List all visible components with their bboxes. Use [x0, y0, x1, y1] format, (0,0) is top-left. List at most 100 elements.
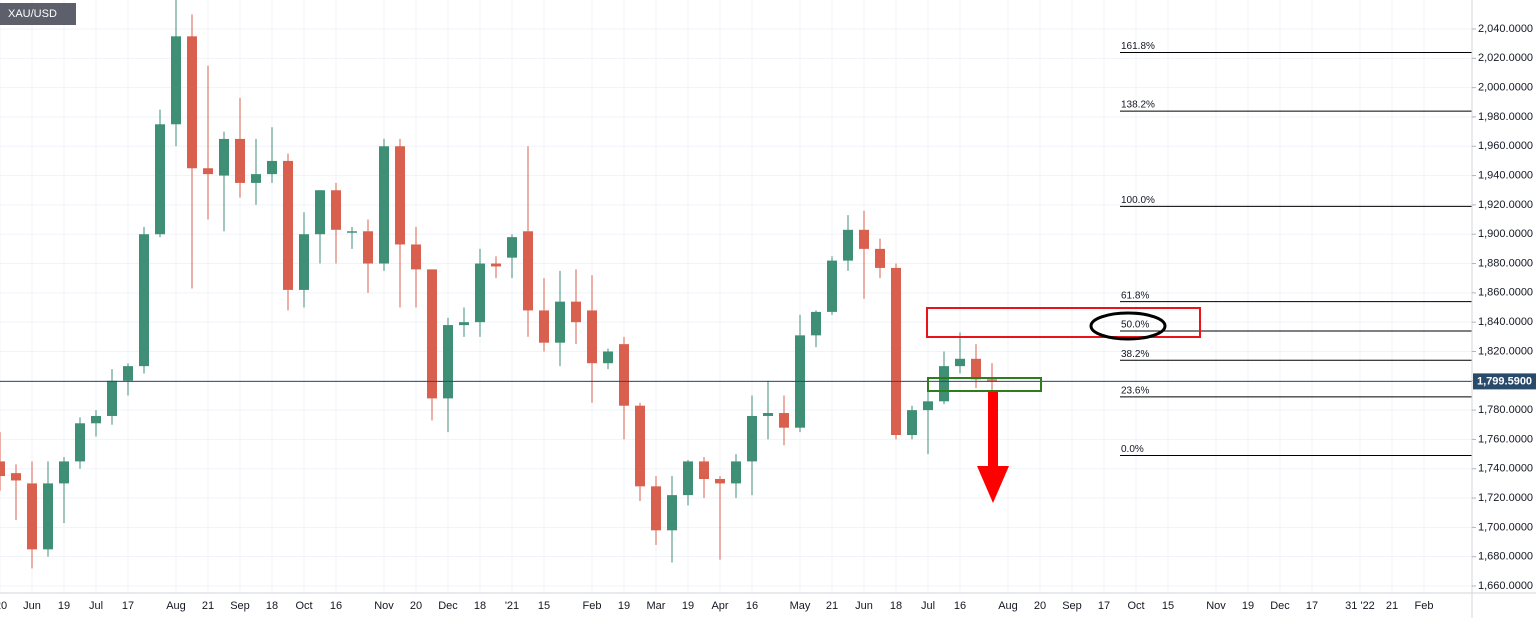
candle-body: [187, 36, 197, 169]
candle-body: [411, 244, 421, 270]
symbol-label: XAU/USD: [8, 8, 57, 20]
y-tick-label: 1,740.0000: [1478, 463, 1533, 475]
candle-body: [971, 358, 981, 380]
candle-body: [107, 380, 117, 416]
y-tick-label: 2,000.0000: [1478, 82, 1533, 94]
x-tick-label: Sep: [230, 600, 250, 612]
candle-body: [699, 461, 709, 479]
x-tick-label: Nov: [374, 600, 394, 612]
x-tick-label: Mar: [647, 600, 666, 612]
x-tick-label: 20: [410, 600, 422, 612]
x-tick-label: 21: [826, 600, 838, 612]
y-tick-label: 1,920.0000: [1478, 199, 1533, 211]
x-tick-label: Apr: [711, 600, 728, 612]
y-tick-label: 1,880.0000: [1478, 257, 1533, 269]
fib-label: 161.8%: [1121, 41, 1155, 52]
x-tick-label: Feb: [1415, 600, 1434, 612]
candle-body: [235, 138, 245, 183]
x-tick-label: 16: [954, 600, 966, 612]
y-tick-label: 1,900.0000: [1478, 228, 1533, 240]
y-tick-label: 1,940.0000: [1478, 169, 1533, 181]
candle-body: [331, 190, 341, 230]
x-tick-label: 19: [682, 600, 694, 612]
candle-body: [987, 379, 997, 381]
y-tick-label: 1,660.0000: [1478, 580, 1533, 592]
candle-body: [395, 146, 405, 245]
candle-body: [619, 344, 629, 406]
candle-body: [891, 267, 901, 436]
x-tick-label: Dec: [1270, 600, 1290, 612]
candle-body: [571, 301, 581, 323]
candle-body: [939, 366, 949, 402]
candle-body: [731, 461, 741, 484]
candle-body: [443, 325, 453, 399]
x-tick-label: 31 '22: [1345, 600, 1375, 612]
x-tick-label: Jun: [855, 600, 873, 612]
candle-body: [251, 174, 261, 183]
candle-body: [267, 160, 277, 175]
candle-body: [43, 483, 53, 550]
y-tick-label: 1,960.0000: [1478, 140, 1533, 152]
x-tick-label: May: [790, 600, 811, 612]
x-tick-label: '21: [505, 600, 519, 612]
x-tick-label: Sep: [1062, 600, 1082, 612]
x-tick-label: 15: [1162, 600, 1174, 612]
y-tick-label: 1,840.0000: [1478, 316, 1533, 328]
candle-body: [27, 483, 37, 550]
fib-label: 100.0%: [1121, 195, 1155, 206]
x-tick-label: 21: [1386, 600, 1398, 612]
fib-label: 38.2%: [1121, 349, 1149, 360]
x-tick-label: 19: [58, 600, 70, 612]
x-tick-label: 18: [474, 600, 486, 612]
last-price-badge: [1473, 373, 1536, 390]
y-tick-label: 1,780.0000: [1478, 404, 1533, 416]
candle-body: [363, 231, 373, 264]
candle-body: [955, 358, 965, 367]
x-tick-label: Jul: [921, 600, 935, 612]
x-tick-label: 18: [890, 600, 902, 612]
y-tick-label: 1,720.0000: [1478, 492, 1533, 504]
candle-body: [923, 401, 933, 411]
candle-body: [779, 413, 789, 428]
x-tick-label: Dec: [438, 600, 458, 612]
candle-body: [539, 310, 549, 343]
x-tick-label: Jul: [89, 600, 103, 612]
support-box: [927, 377, 1042, 392]
candle-body: [843, 229, 853, 261]
candle-body: [11, 473, 21, 481]
candle-body: [763, 413, 773, 416]
x-tick-label: Nov: [1206, 600, 1226, 612]
y-tick-label: 2,020.0000: [1478, 52, 1533, 64]
x-tick-label: 20: [1034, 600, 1046, 612]
candle-body: [683, 461, 693, 496]
candle-body: [523, 231, 533, 311]
candle-body: [491, 263, 501, 267]
candle-body: [603, 351, 613, 364]
candle-body: [715, 478, 725, 484]
x-tick-label: 21: [202, 600, 214, 612]
candle-body: [171, 36, 181, 125]
resistance-box: [926, 307, 1201, 338]
candle-body: [91, 415, 101, 424]
candle-body: [75, 423, 85, 462]
symbol-badge: [0, 3, 76, 25]
arrow-head: [977, 466, 1009, 503]
candle-body: [283, 160, 293, 290]
candle-body: [203, 168, 213, 175]
candle-body: [219, 138, 229, 176]
candle-body: [347, 231, 357, 233]
candle-body: [459, 322, 469, 326]
fib-label: 0.0%: [1121, 444, 1144, 455]
x-tick-label: 17: [122, 600, 134, 612]
arrow-shaft: [988, 392, 998, 468]
candle-body: [299, 234, 309, 290]
y-tick-label: 1,860.0000: [1478, 287, 1533, 299]
fib-label: 61.8%: [1121, 290, 1149, 301]
candle-body: [155, 124, 165, 235]
x-tick-label: Feb: [583, 600, 602, 612]
highlight-ellipse: [1089, 311, 1167, 341]
last-price-label: 1,799.5900: [1477, 375, 1532, 387]
candle-body: [59, 461, 69, 484]
candle-body: [907, 410, 917, 436]
